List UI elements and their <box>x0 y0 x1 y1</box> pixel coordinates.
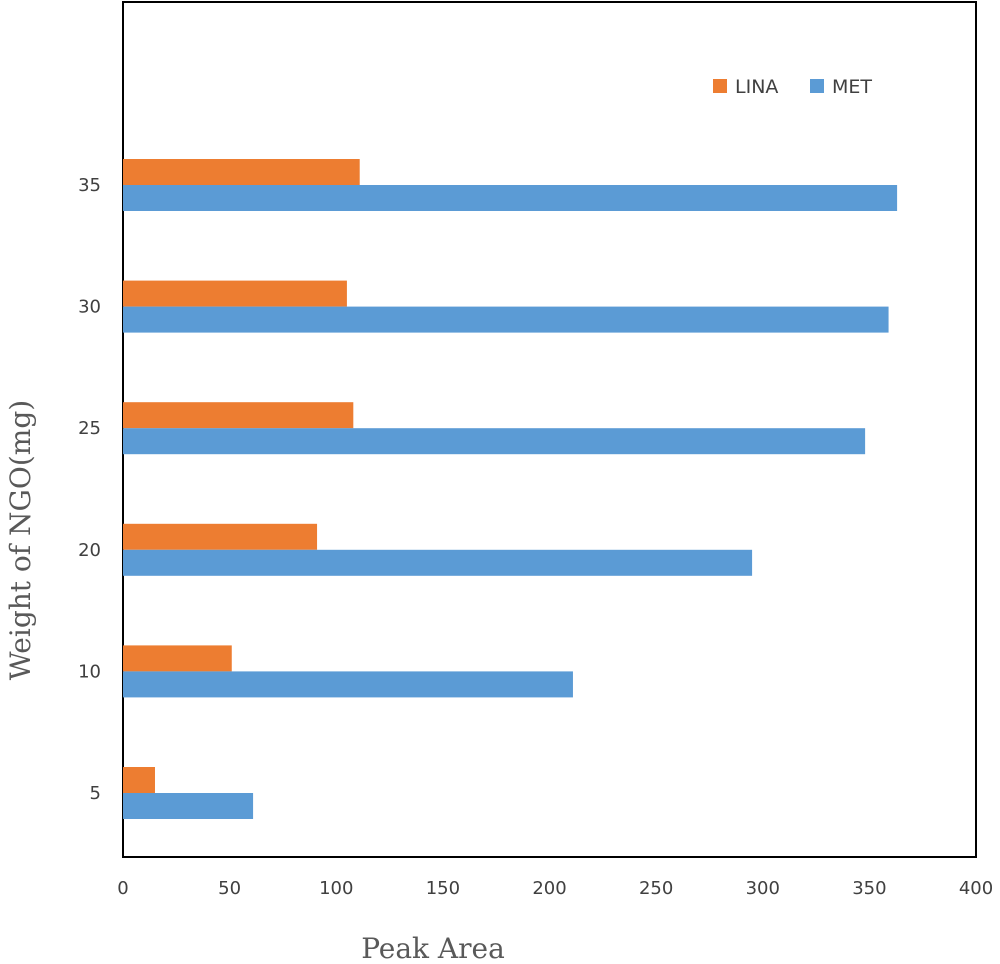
bar-met-25 <box>123 428 866 455</box>
bar-met-30 <box>123 306 889 333</box>
x-tick-label: 50 <box>218 878 241 899</box>
y-tick-label: 25 <box>78 418 101 439</box>
x-tick-label: 0 <box>117 878 128 899</box>
x-tick-labels: 0 50 100 150 200 250 300 350 400 <box>117 878 993 899</box>
y-tick-label: 20 <box>78 540 101 561</box>
bar-lina-10 <box>123 645 232 672</box>
bar-lina-30 <box>123 280 347 307</box>
x-tick-label: 300 <box>746 878 780 899</box>
bar-lina-35 <box>123 159 360 185</box>
y-axis-title: Weight of NGO(mg) <box>4 400 37 680</box>
bars-group <box>123 159 898 819</box>
legend-swatch-lina <box>713 79 727 93</box>
y-tick-label: 35 <box>78 175 101 196</box>
y-tick-label: 5 <box>90 783 101 804</box>
x-tick-label: 100 <box>319 878 353 899</box>
legend-label-lina: LINA <box>735 76 778 98</box>
x-tick-label: 400 <box>959 878 993 899</box>
bar-lina-20 <box>123 523 318 550</box>
legend-swatch-met <box>810 79 824 93</box>
x-axis-title: Peak Area <box>361 932 505 964</box>
y-tick-labels: 5 10 20 25 30 35 <box>78 175 101 804</box>
y-tick-label: 30 <box>78 297 101 318</box>
x-tick-label: 200 <box>532 878 566 899</box>
bar-met-20 <box>123 549 753 576</box>
bar-lina-25 <box>123 402 354 429</box>
x-tick-label: 150 <box>426 878 460 899</box>
bar-met-5 <box>123 793 254 819</box>
legend-label-met: MET <box>832 76 872 98</box>
bar-lina-5 <box>123 767 155 793</box>
bar-met-10 <box>123 671 573 698</box>
y-tick-label: 10 <box>78 661 101 682</box>
x-tick-label: 350 <box>852 878 886 899</box>
bar-met-35 <box>123 185 898 211</box>
legend: LINA MET <box>713 76 872 98</box>
x-tick-label: 250 <box>639 878 673 899</box>
